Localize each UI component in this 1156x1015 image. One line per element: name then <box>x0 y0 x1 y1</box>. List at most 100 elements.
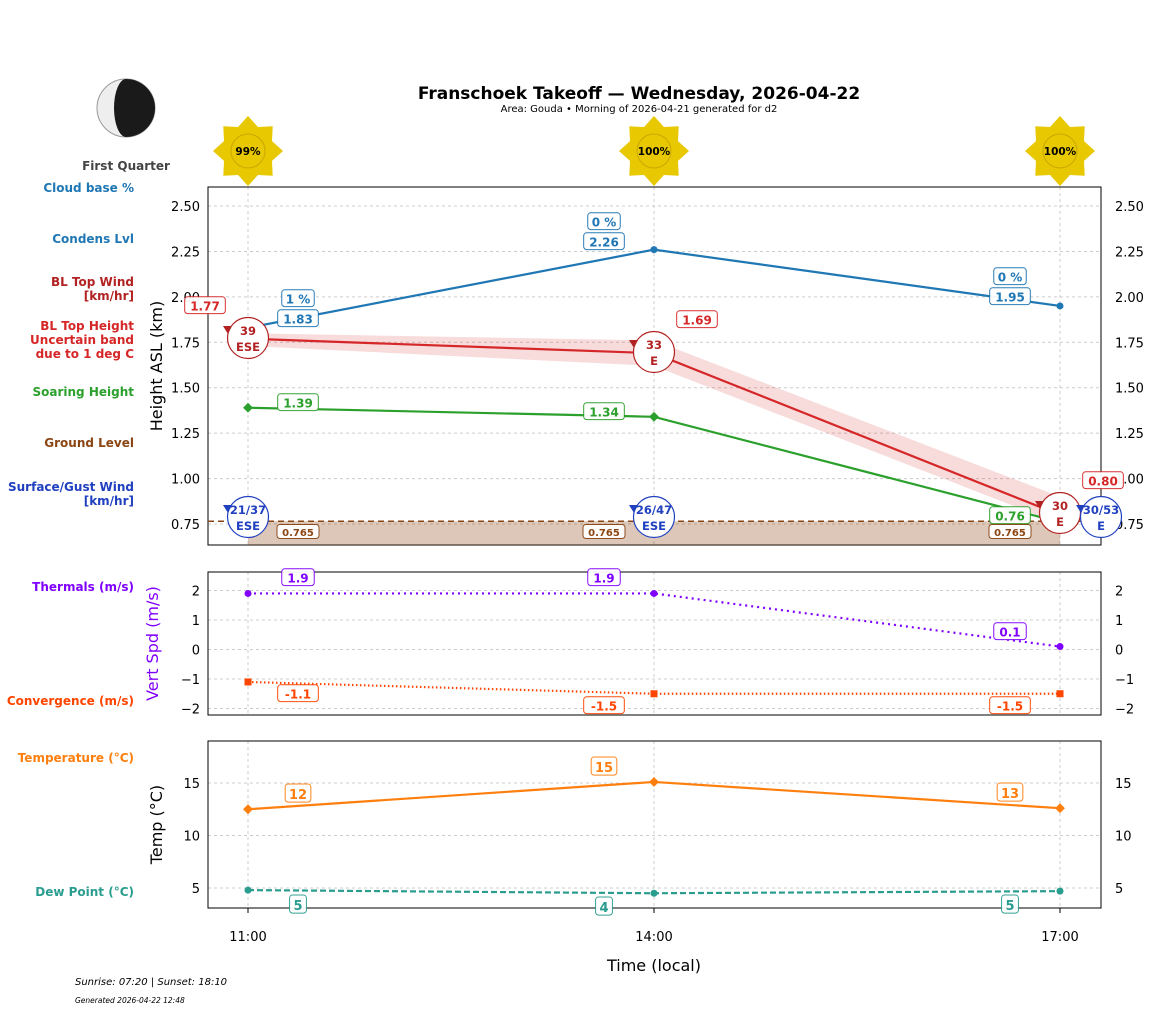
temperature-label-box <box>284 783 312 803</box>
sun-percent: 99% <box>235 146 261 158</box>
bl-wind-arrow-icon <box>223 326 232 334</box>
y-tick-label-left: 5 <box>192 882 200 897</box>
bl-wind-direction: ESE <box>236 340 260 354</box>
temperature-label: 15 <box>595 761 613 776</box>
cloud-percent-label: 1 % <box>286 293 311 307</box>
ground-label: 0.765 <box>588 528 620 539</box>
thermal-label: 0.1 <box>999 626 1020 640</box>
surface-wind-speed: 21/37 <box>230 503 266 517</box>
cloud-percent-label: 0 % <box>592 216 617 230</box>
surface-wind-direction: ESE <box>642 519 666 533</box>
temperature-point <box>649 777 659 787</box>
bl-wind-direction: E <box>650 354 658 368</box>
bl-wind-speed: 30 <box>1052 499 1068 513</box>
surface-wind-direction: E <box>1097 519 1105 533</box>
temperature-label: 12 <box>289 788 307 803</box>
convergence-label-box <box>277 684 319 703</box>
sun-icon-center <box>1042 133 1078 169</box>
bl-top-label: 1.77 <box>190 300 220 314</box>
dew-point-label: 4 <box>599 901 608 916</box>
bl-wind-speed: 39 <box>240 324 256 338</box>
surface-wind-circle <box>226 495 270 539</box>
convergence-label: -1.5 <box>997 700 1023 714</box>
y-axis-label: Temp (°C) <box>147 785 166 865</box>
ground-label-box <box>988 524 1032 539</box>
y-tick-label-right: 1 <box>1115 614 1123 629</box>
thermals-point <box>650 589 658 597</box>
y-tick-label-left: −1 <box>181 673 200 688</box>
convergence-label: -1.1 <box>285 688 311 702</box>
x-tick-label: 17:00 <box>1041 930 1078 945</box>
surface-wind-circle <box>1079 495 1123 539</box>
bl-wind-arrow-icon <box>1035 501 1044 509</box>
x-axis-label: Time (local) <box>606 956 701 975</box>
surface-wind-direction: ESE <box>236 519 260 533</box>
soaring-label-box <box>989 506 1031 525</box>
bl-wind-circle <box>632 330 676 374</box>
cloud-base-label: 1.95 <box>995 291 1025 305</box>
y-tick-label-right: 2.00 <box>1115 291 1144 306</box>
plot-frame <box>207 571 1102 716</box>
y-axis-label: Vert Spd (m/s) <box>143 586 162 701</box>
y-tick-label-right: 0 <box>1115 644 1123 659</box>
thermals-point <box>1056 643 1064 651</box>
generated-time: Generated 2026-04-22 12:48 <box>75 996 185 1005</box>
bl-top-label: 1.69 <box>682 314 712 328</box>
y-tick-label-left: 0 <box>192 644 200 659</box>
cloud-base-label: 2.26 <box>589 236 619 250</box>
convergence-line <box>247 680 1060 695</box>
dew-point-label-box <box>289 894 307 914</box>
y-tick-label-right: 1.75 <box>1115 336 1144 351</box>
y-tick-label-left: 2.25 <box>171 245 200 260</box>
thermal-label: 1.9 <box>287 572 308 586</box>
surface-wind-speed: 26/47 <box>636 503 672 517</box>
thermals-line <box>248 592 1061 648</box>
cloud-base-point <box>1056 302 1064 310</box>
thermal-label-box <box>993 622 1027 641</box>
temperature-point <box>1055 803 1065 814</box>
thermals-point <box>244 589 252 597</box>
side-label-convergence: Convergence (m/s) <box>7 694 134 708</box>
sun-icon-center <box>230 133 266 169</box>
soaring-height-point <box>649 411 659 422</box>
y-tick-label-left: 10 <box>183 830 200 845</box>
bl-top-label: 0.80 <box>1088 475 1118 489</box>
side-label-bl-top: due to 1 deg C <box>36 347 135 361</box>
cloud-base-label-box <box>583 232 625 251</box>
side-label-surface-wind: Surface/Gust Wind <box>8 480 134 494</box>
convergence-point <box>650 690 658 698</box>
convergence-point <box>1056 690 1064 698</box>
y-tick-label-left: 2.50 <box>171 200 200 215</box>
dew-point-point <box>1056 887 1064 895</box>
cloud-base-label: 1.83 <box>283 313 313 327</box>
cloud-percent-label-box <box>993 267 1027 286</box>
y-tick-label-right: 5 <box>1115 882 1123 897</box>
dew-point-label-box <box>1001 894 1019 914</box>
y-tick-label-right: 2.50 <box>1115 200 1144 215</box>
side-label-bl-wind: BL Top Wind <box>51 275 134 289</box>
sun-percent: 100% <box>1044 146 1077 158</box>
x-tick-label: 11:00 <box>229 930 266 945</box>
y-tick-label-right: 2.25 <box>1115 245 1144 260</box>
surface-wind-circle <box>632 495 676 539</box>
surface-wind-arrow-icon <box>629 505 638 513</box>
bl-wind-speed: 33 <box>646 338 662 352</box>
y-tick-label-left: 15 <box>183 777 200 792</box>
dew-point-point <box>650 889 658 897</box>
temperature-label-box <box>996 782 1024 802</box>
bl-top-label-box <box>1082 471 1124 490</box>
thermal-label-box <box>281 568 315 587</box>
sunrise-sunset: Sunrise: 07:20 | Sunset: 18:10 <box>75 977 227 988</box>
ground-label-box <box>276 524 320 539</box>
side-label-bl-top: BL Top Height <box>40 319 134 333</box>
cloud-base-label-box <box>989 287 1031 306</box>
soaring-label: 0.76 <box>995 510 1025 524</box>
soaring-label: 1.39 <box>283 397 313 411</box>
chart-title: Franschoek Takeoff — Wednesday, 2026-04-… <box>418 84 860 104</box>
side-label-thermals: Thermals (m/s) <box>32 580 134 594</box>
side-label-surface-wind: [km/hr] <box>84 494 134 508</box>
y-axis-label: Height ASL (km) <box>147 301 166 431</box>
dew-point-label-box <box>595 896 613 916</box>
